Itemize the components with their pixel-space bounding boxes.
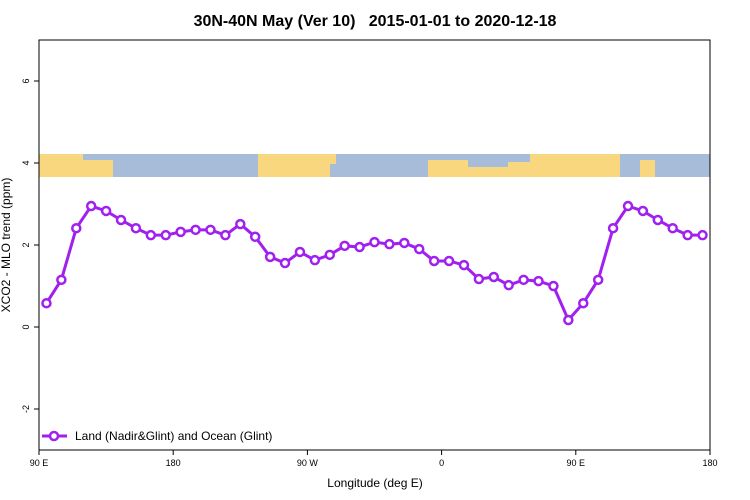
x-tick-label: 90 W — [297, 458, 319, 468]
chart-title: 30N-40N May (Ver 10) 2015-01-01 to 2020-… — [194, 13, 557, 30]
data-point — [518, 274, 529, 286]
y-axis-label: XCO2 - MLO trend (ppm) — [0, 178, 13, 313]
data-point — [339, 240, 350, 252]
data-point — [488, 271, 500, 283]
x-tick-label: 0 — [439, 458, 444, 468]
data-point — [354, 241, 365, 253]
data-point — [607, 222, 619, 234]
data-point — [85, 200, 97, 212]
x-axis-label: Longitude (deg E) — [327, 476, 422, 490]
data-point — [190, 224, 201, 236]
data-point — [294, 246, 306, 258]
data-point — [592, 274, 604, 286]
data-point — [428, 255, 440, 267]
x-tick-label: 180 — [166, 458, 181, 468]
legend-label: Land (Nadir&Glint) and Ocean (Glint) — [75, 429, 272, 443]
data-point — [369, 236, 380, 248]
legend-marker — [48, 430, 60, 442]
data-point — [249, 231, 261, 243]
data-point — [697, 229, 708, 241]
data-point — [130, 222, 142, 234]
y-tick-label: 4 — [21, 160, 31, 165]
data-point — [220, 229, 231, 241]
data-point — [667, 222, 678, 234]
data-point — [235, 218, 246, 230]
data-point — [41, 297, 52, 309]
data-point — [279, 257, 291, 269]
y-tick-label: 6 — [21, 78, 31, 83]
data-point — [503, 279, 514, 291]
data-point — [622, 200, 634, 212]
data-point — [56, 274, 67, 286]
data-point — [71, 222, 82, 234]
data-point — [563, 314, 574, 326]
data-point — [100, 205, 112, 217]
y-tick-label: 2 — [21, 242, 31, 247]
data-point — [309, 254, 321, 266]
x-tick-label: 90 E — [567, 458, 586, 468]
data-point — [533, 275, 544, 287]
data-point — [548, 280, 559, 292]
data-point — [175, 226, 186, 238]
x-tick-label: 180 — [702, 458, 717, 468]
y-tick-label: -2 — [21, 405, 31, 413]
data-point — [115, 214, 127, 226]
data-point — [458, 259, 470, 271]
data-point — [205, 224, 216, 236]
data-point — [145, 229, 157, 241]
y-tick-label: 0 — [21, 324, 31, 329]
data-point — [264, 251, 276, 263]
x-tick-label: 90 E — [30, 458, 49, 468]
data-point — [652, 214, 664, 226]
data-point — [324, 249, 336, 261]
data-point — [578, 297, 589, 309]
data-point — [160, 229, 171, 241]
series-line — [45, 204, 703, 323]
data-point — [682, 229, 693, 241]
data-point — [413, 243, 425, 255]
data-point — [399, 237, 410, 249]
data-point — [637, 205, 649, 217]
data-point — [473, 273, 485, 285]
data-point — [443, 255, 455, 267]
map-strip — [39, 154, 710, 177]
data-point — [384, 238, 395, 250]
